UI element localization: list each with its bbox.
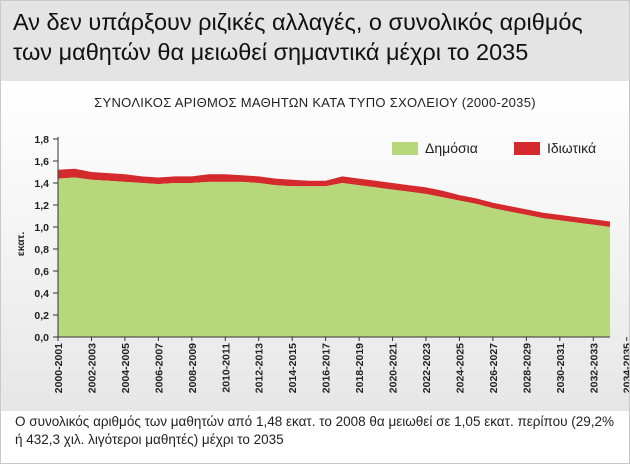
x-tick-label: 2034-2035: [622, 343, 629, 393]
y-tick-label: 1,0: [34, 222, 49, 234]
legend-label-public: Δημόσια: [425, 140, 478, 156]
headline: Αν δεν υπάρξουν ριζικές αλλαγές, ο συνολ…: [13, 9, 583, 65]
y-axis-label: εκατ.: [15, 232, 27, 257]
y-tick-label: 1,4: [34, 178, 49, 190]
x-tick-label: 2002-2003: [86, 343, 98, 393]
x-tick-label: 2022-2023: [421, 343, 433, 393]
y-tick-label: 1,6: [34, 156, 49, 168]
x-tick-label: 2012-2013: [254, 343, 266, 393]
legend-label-private: Ιδιωτικά: [547, 140, 596, 156]
y-tick-label: 0,2: [34, 310, 49, 322]
x-tick-label: 2024-2025: [454, 343, 466, 393]
x-tick-label: 2008-2009: [187, 343, 199, 393]
x-tick-label: 2014-2015: [287, 343, 299, 393]
legend-swatch-private: [514, 142, 540, 155]
x-tick-label: 2010-2011: [220, 343, 232, 393]
x-tick-label: 2000-2001: [53, 343, 65, 393]
stacked-area-chart: 0,0 0,2 0,4 0,6 0,8 1,0 1,2 1,4 1,6 1,8 εκατ. 2000-…: [15, 134, 629, 393]
series-area-private: [58, 168, 610, 227]
y-tick-label: 0,6: [34, 266, 49, 278]
x-tick-label: 2006-2007: [153, 343, 165, 393]
series-area-public: [58, 177, 610, 337]
y-tick-label: 0,0: [34, 332, 49, 344]
x-tick-label: 2018-2019: [354, 343, 366, 393]
x-tick-label: 2020-2021: [388, 343, 400, 393]
x-tick-label: 2016-2017: [321, 343, 333, 393]
x-tick-label: 2030-2031: [555, 343, 567, 393]
y-tick-label: 1,2: [34, 200, 49, 212]
x-tick-label: 2028-2029: [521, 343, 533, 393]
headline-banner: Αν δεν υπάρξουν ριζικές αλλαγές, ο συνολ…: [1, 1, 629, 81]
footnote: Ο συνολικός αριθμός των μαθητών από 1,48…: [15, 414, 614, 447]
legend-swatch-public: [392, 142, 418, 155]
x-tick-label: 2004-2005: [120, 343, 132, 393]
x-tick-label: 2026-2027: [488, 343, 500, 393]
y-tick-label: 1,8: [34, 134, 49, 146]
y-tick-label: 0,4: [34, 288, 49, 300]
y-tick-label: 0,8: [34, 244, 49, 256]
x-tick-label: 2032-2033: [588, 343, 600, 393]
chart-title: ΣΥΝΟΛΙΚΟΣ ΑΡΙΘΜΟΣ ΜΑΘΗΤΩΝ ΚΑΤΑ ΤΥΠΟ ΣΧΟΛ…: [94, 95, 536, 110]
